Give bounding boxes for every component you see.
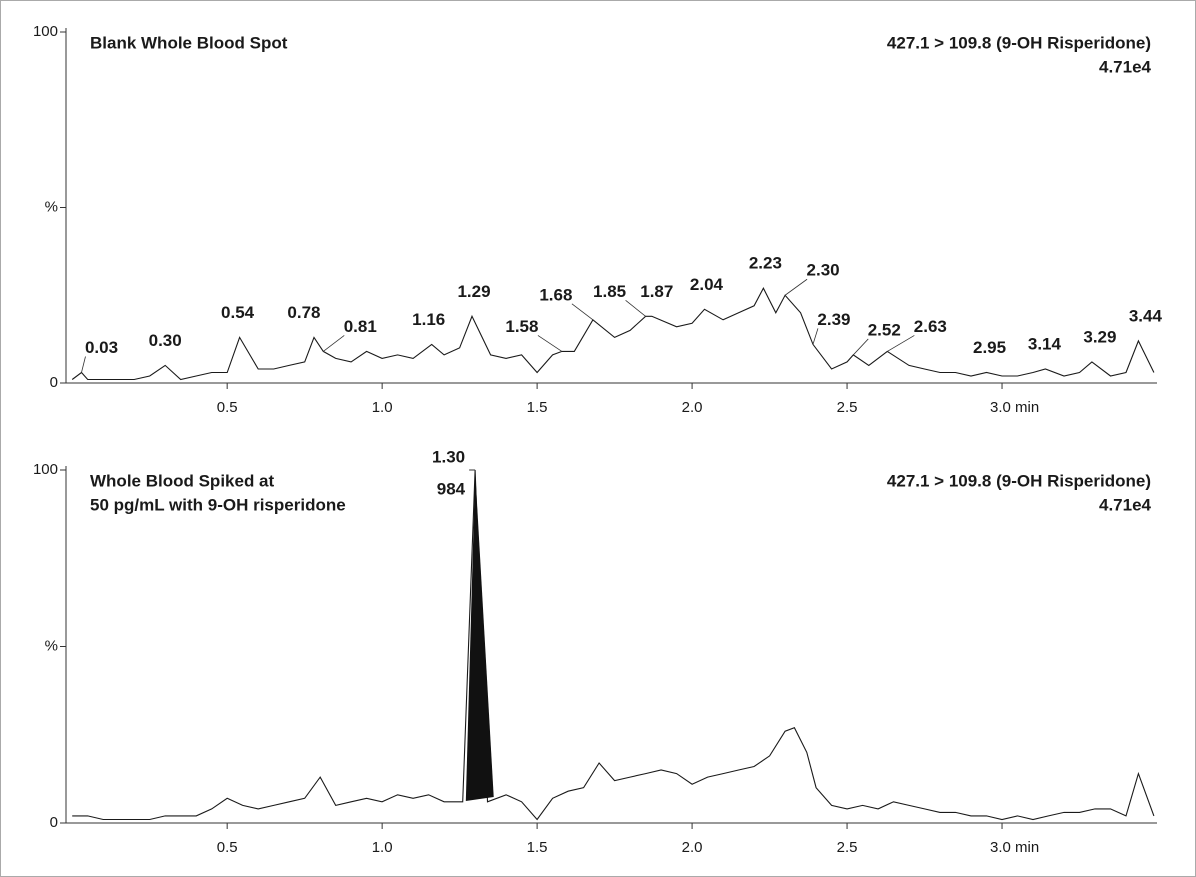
x-tick-label: 3.0 min — [990, 839, 1039, 856]
trace — [71, 287, 1155, 381]
y-tick-label: 100 — [33, 23, 58, 40]
peak-leader — [537, 335, 563, 352]
peak-area: 984 — [437, 479, 466, 498]
peak-leader — [852, 338, 869, 356]
peak-leader — [323, 335, 345, 352]
x-tick-label: 2.5 — [837, 839, 858, 856]
peak-leader — [784, 278, 808, 296]
peak-label: 1.29 — [457, 282, 490, 301]
x-tick-label: 1.0 — [372, 839, 393, 856]
peak-label: 1.16 — [412, 310, 445, 329]
y-tick-label: 0 — [50, 374, 58, 391]
peak-label: 1.85 — [593, 282, 626, 301]
peak-leader — [81, 356, 86, 373]
y-tick-label: 0 — [50, 814, 58, 831]
transition: 427.1 > 109.8 (9-OH Risperidone) — [887, 33, 1151, 52]
peak-label: 1.87 — [640, 282, 673, 301]
peak-leader — [812, 328, 819, 345]
peak-leader — [571, 303, 594, 321]
peak-label: 3.14 — [1028, 334, 1062, 353]
panel-title: Blank Whole Blood Spot — [90, 33, 288, 52]
panel-title: Whole Blood Spiked at — [90, 471, 275, 490]
x-tick-label: 1.5 — [527, 839, 548, 856]
peak-label: 1.30 — [432, 447, 465, 466]
intensity: 4.71e4 — [1099, 57, 1152, 76]
peak-leader — [625, 299, 646, 317]
peak-label: 2.39 — [817, 310, 850, 329]
y-tick-label: % — [45, 198, 58, 215]
peak-label: 0.03 — [85, 338, 118, 357]
panel-title: 50 pg/mL with 9-OH risperidone — [90, 495, 346, 514]
peak-label: 2.04 — [690, 275, 724, 294]
peak-label: 2.30 — [807, 261, 840, 280]
peak-label: 1.58 — [505, 317, 538, 336]
peak-label: 0.30 — [149, 331, 182, 350]
peak-label: 0.54 — [221, 303, 255, 322]
x-tick-label: 1.0 — [372, 399, 393, 416]
intensity: 4.71e4 — [1099, 495, 1152, 514]
y-tick-label: 100 — [33, 461, 58, 478]
x-tick-label: 2.0 — [682, 399, 703, 416]
peak-leader — [887, 335, 915, 352]
integrated-peak — [465, 470, 494, 801]
peak-label: 2.23 — [749, 254, 782, 273]
x-tick-label: 1.5 — [527, 399, 548, 416]
peak-label: 0.81 — [344, 317, 377, 336]
x-tick-label: 2.5 — [837, 399, 858, 416]
trace — [72, 469, 1155, 821]
x-tick-label: 2.0 — [682, 839, 703, 856]
peak-label: 0.78 — [287, 303, 320, 322]
peak-label: 3.44 — [1129, 306, 1163, 325]
peak-label: 3.29 — [1083, 327, 1116, 346]
peak-label: 2.63 — [914, 317, 947, 336]
transition: 427.1 > 109.8 (9-OH Risperidone) — [887, 471, 1151, 490]
peak-label: 1.68 — [539, 285, 572, 304]
x-tick-label: 0.5 — [217, 399, 238, 416]
x-tick-label: 0.5 — [217, 839, 238, 856]
y-tick-label: % — [45, 637, 58, 654]
x-tick-label: 3.0 min — [990, 399, 1039, 416]
peak-label: 2.95 — [973, 338, 1006, 357]
peak-label: 2.52 — [868, 320, 901, 339]
